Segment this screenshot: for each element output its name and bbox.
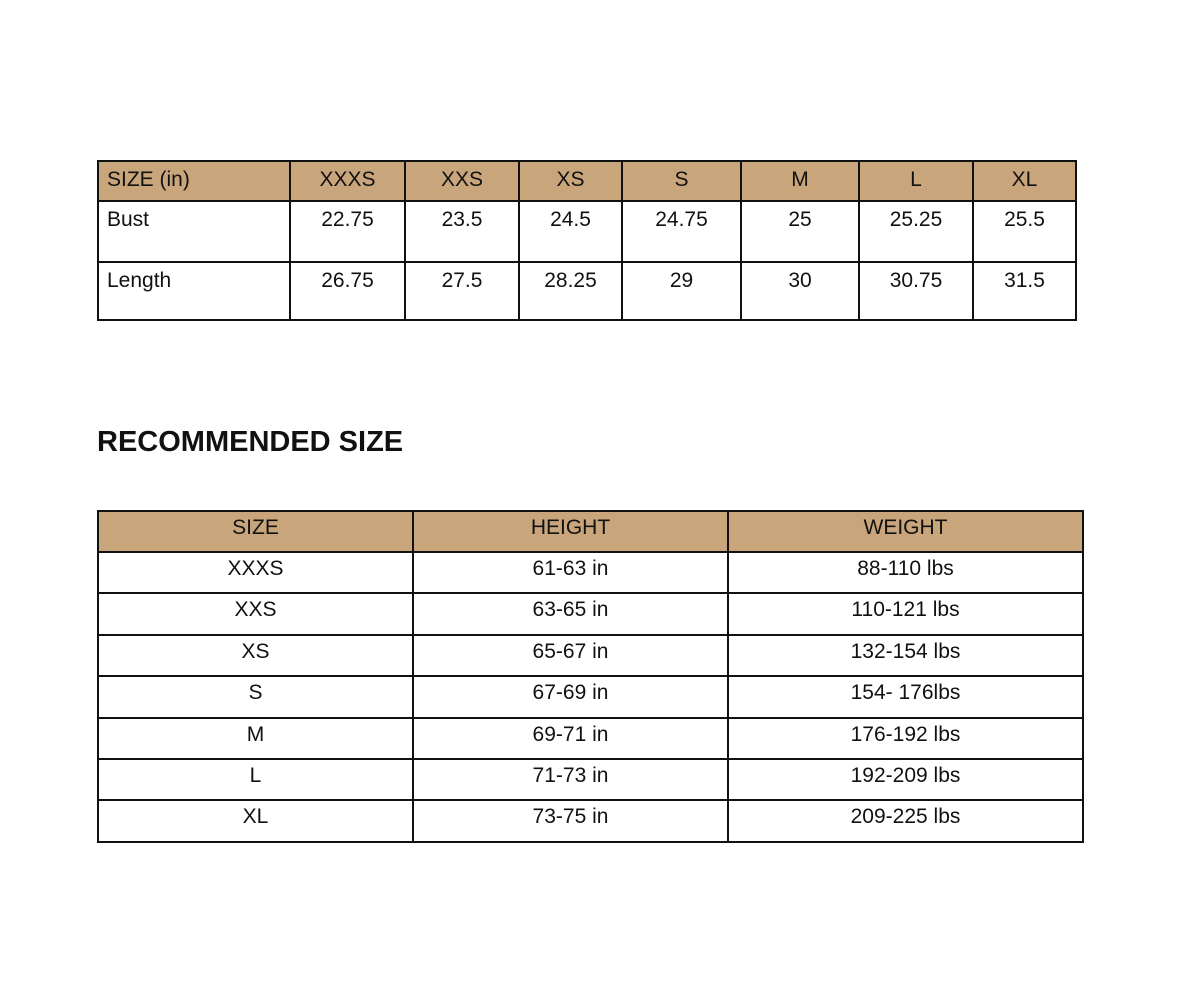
table-cell: 23.5 [404,200,520,263]
table-cell: 132-154 lbs [727,633,1084,678]
recommended-size-table: SIZE HEIGHT WEIGHT XXXS 61-63 in 88-110 lbs X… [97,510,1084,843]
table-row: XXS 63-65 in 110-121 lbs [97,592,1084,636]
table-cell: 29 [621,261,742,321]
table-cell: 65-67 in [412,633,729,678]
table-cell: 25 [740,200,860,263]
table-cell: 154- 176lbs [727,675,1084,719]
table-cell: 110-121 lbs [727,592,1084,636]
table-cell: 24.75 [621,200,742,263]
table-cell: S [97,675,414,719]
header-cell: SIZE [97,510,414,553]
section-heading: RECOMMENDED SIZE [97,426,404,458]
table-cell: 61-63 in [412,550,729,595]
table-cell: 25.5 [972,200,1077,263]
table-cell: 28.25 [518,261,623,321]
table-row: M 69-71 in 176-192 lbs [97,716,1084,760]
table-cell: 24.5 [518,200,623,263]
table-cell: 30 [740,261,860,321]
header-cell: XL [972,160,1077,202]
table-cell: 31.5 [972,261,1077,321]
table-cell: 25.25 [858,200,974,263]
table-row: XS 65-67 in 132-154 lbs [97,633,1084,678]
table-cell: 88-110 lbs [727,550,1084,595]
table-header-row: SIZE HEIGHT WEIGHT [97,510,1084,553]
table-cell: 69-71 in [412,716,729,760]
table-cell: 73-75 in [412,799,729,843]
table-cell: Bust [97,200,291,263]
table-cell: 30.75 [858,261,974,321]
table-cell: 67-69 in [412,675,729,719]
table-cell: L [97,757,414,802]
header-cell: M [740,160,860,202]
table-cell: XS [97,633,414,678]
table-row: S 67-69 in 154- 176lbs [97,675,1084,719]
table-cell: 192-209 lbs [727,757,1084,802]
header-cell: XXS [404,160,520,202]
table-cell: 209-225 lbs [727,799,1084,843]
table-row: Length 26.75 27.5 28.25 29 30 30.75 31.5 [97,261,1077,321]
header-cell: L [858,160,974,202]
table-cell: 27.5 [404,261,520,321]
header-cell: HEIGHT [412,510,729,553]
table-cell: XXS [97,592,414,636]
header-cell: XS [518,160,623,202]
header-cell: WEIGHT [727,510,1084,553]
table-header-row: SIZE (in) XXXS XXS XS S M L XL [97,160,1077,202]
header-cell: XXXS [289,160,406,202]
measurements-table: SIZE (in) XXXS XXS XS S M L XL Bust 22.75 23.5 24.… [97,160,1077,321]
table-cell: M [97,716,414,760]
table-cell: XXXS [97,550,414,595]
table-cell: XL [97,799,414,843]
table-row: Bust 22.75 23.5 24.5 24.75 25 25.25 25.5 [97,200,1077,263]
table-cell: Length [97,261,291,321]
table-row: XL 73-75 in 209-225 lbs [97,799,1084,843]
table-cell: 71-73 in [412,757,729,802]
table-row: L 71-73 in 192-209 lbs [97,757,1084,802]
header-cell: S [621,160,742,202]
table-cell: 26.75 [289,261,406,321]
table-cell: 63-65 in [412,592,729,636]
header-cell: SIZE (in) [97,160,291,202]
table-row: XXXS 61-63 in 88-110 lbs [97,550,1084,595]
table-cell: 22.75 [289,200,406,263]
table-cell: 176-192 lbs [727,716,1084,760]
